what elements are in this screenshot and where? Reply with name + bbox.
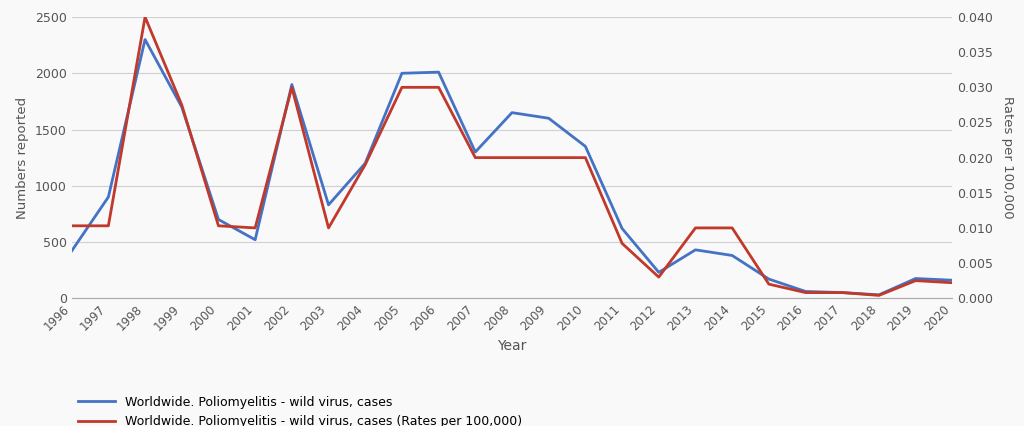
Worldwide. Poliomyelitis - wild virus, cases <box>616 226 629 231</box>
Worldwide. Poliomyelitis - wild virus, cases <box>689 247 701 252</box>
Worldwide. Poliomyelitis - wild virus, cases <box>66 248 78 253</box>
Worldwide. Poliomyelitis - wild virus, cases (Rates per 100,000) <box>763 282 775 287</box>
Worldwide. Poliomyelitis - wild virus, cases <box>286 82 298 87</box>
Worldwide. Poliomyelitis - wild virus, cases <box>726 253 738 258</box>
Worldwide. Poliomyelitis - wild virus, cases (Rates per 100,000) <box>139 14 152 20</box>
Worldwide. Poliomyelitis - wild virus, cases (Rates per 100,000) <box>176 102 188 107</box>
Worldwide. Poliomyelitis - wild virus, cases <box>506 110 518 115</box>
Worldwide. Poliomyelitis - wild virus, cases (Rates per 100,000) <box>249 225 261 230</box>
Line: Worldwide. Poliomyelitis - wild virus, cases (Rates per 100,000): Worldwide. Poliomyelitis - wild virus, c… <box>72 17 952 295</box>
Worldwide. Poliomyelitis - wild virus, cases <box>212 217 224 222</box>
Worldwide. Poliomyelitis - wild virus, cases (Rates per 100,000) <box>469 155 481 160</box>
Worldwide. Poliomyelitis - wild virus, cases (Rates per 100,000) <box>946 280 958 285</box>
Worldwide. Poliomyelitis - wild virus, cases (Rates per 100,000) <box>506 155 518 160</box>
Legend: Worldwide. Poliomyelitis - wild virus, cases, Worldwide. Poliomyelitis - wild vi: Worldwide. Poliomyelitis - wild virus, c… <box>78 396 522 426</box>
Worldwide. Poliomyelitis - wild virus, cases (Rates per 100,000) <box>580 155 592 160</box>
Worldwide. Poliomyelitis - wild virus, cases (Rates per 100,000) <box>359 162 372 167</box>
Worldwide. Poliomyelitis - wild virus, cases <box>395 71 408 76</box>
Worldwide. Poliomyelitis - wild virus, cases <box>139 37 152 42</box>
Worldwide. Poliomyelitis - wild virus, cases (Rates per 100,000) <box>872 293 885 298</box>
Worldwide. Poliomyelitis - wild virus, cases (Rates per 100,000) <box>800 290 812 295</box>
Worldwide. Poliomyelitis - wild virus, cases <box>800 289 812 294</box>
Line: Worldwide. Poliomyelitis - wild virus, cases: Worldwide. Poliomyelitis - wild virus, c… <box>72 40 952 295</box>
Worldwide. Poliomyelitis - wild virus, cases (Rates per 100,000) <box>432 85 444 90</box>
Worldwide. Poliomyelitis - wild virus, cases <box>176 104 188 109</box>
Worldwide. Poliomyelitis - wild virus, cases <box>543 116 555 121</box>
Worldwide. Poliomyelitis - wild virus, cases <box>763 276 775 282</box>
Worldwide. Poliomyelitis - wild virus, cases (Rates per 100,000) <box>652 274 665 279</box>
Worldwide. Poliomyelitis - wild virus, cases <box>946 278 958 283</box>
Worldwide. Poliomyelitis - wild virus, cases (Rates per 100,000) <box>102 223 115 228</box>
Worldwide. Poliomyelitis - wild virus, cases <box>652 270 665 275</box>
Y-axis label: Numbers reported: Numbers reported <box>16 97 30 219</box>
Worldwide. Poliomyelitis - wild virus, cases (Rates per 100,000) <box>66 223 78 228</box>
Worldwide. Poliomyelitis - wild virus, cases <box>837 290 849 295</box>
Worldwide. Poliomyelitis - wild virus, cases (Rates per 100,000) <box>323 225 335 230</box>
Worldwide. Poliomyelitis - wild virus, cases (Rates per 100,000) <box>837 290 849 295</box>
Worldwide. Poliomyelitis - wild virus, cases (Rates per 100,000) <box>286 85 298 90</box>
Worldwide. Poliomyelitis - wild virus, cases <box>469 150 481 155</box>
Worldwide. Poliomyelitis - wild virus, cases (Rates per 100,000) <box>689 225 701 230</box>
Worldwide. Poliomyelitis - wild virus, cases <box>249 237 261 242</box>
Worldwide. Poliomyelitis - wild virus, cases (Rates per 100,000) <box>395 85 408 90</box>
Worldwide. Poliomyelitis - wild virus, cases (Rates per 100,000) <box>616 241 629 246</box>
Worldwide. Poliomyelitis - wild virus, cases <box>102 194 115 199</box>
Y-axis label: Rates per 100,000: Rates per 100,000 <box>1001 96 1014 219</box>
Worldwide. Poliomyelitis - wild virus, cases <box>323 202 335 207</box>
Worldwide. Poliomyelitis - wild virus, cases <box>872 292 885 297</box>
Worldwide. Poliomyelitis - wild virus, cases <box>359 161 372 166</box>
Worldwide. Poliomyelitis - wild virus, cases <box>909 276 922 281</box>
Worldwide. Poliomyelitis - wild virus, cases (Rates per 100,000) <box>726 225 738 230</box>
Worldwide. Poliomyelitis - wild virus, cases (Rates per 100,000) <box>543 155 555 160</box>
Worldwide. Poliomyelitis - wild virus, cases (Rates per 100,000) <box>909 278 922 283</box>
Worldwide. Poliomyelitis - wild virus, cases <box>432 69 444 75</box>
X-axis label: Year: Year <box>498 339 526 353</box>
Worldwide. Poliomyelitis - wild virus, cases (Rates per 100,000) <box>212 223 224 228</box>
Worldwide. Poliomyelitis - wild virus, cases <box>580 144 592 149</box>
